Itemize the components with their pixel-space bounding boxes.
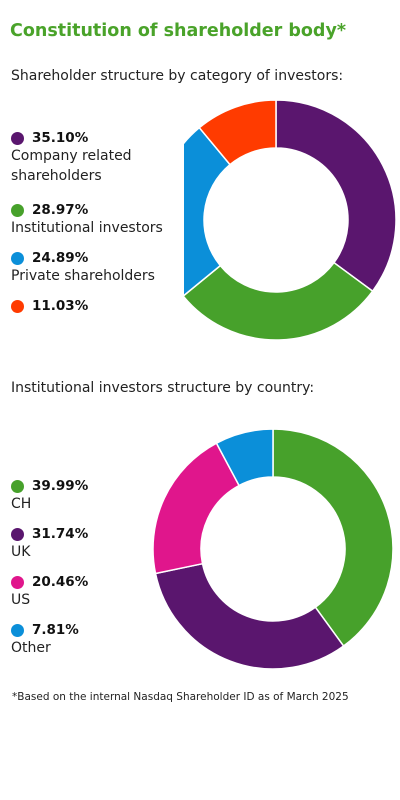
legend-dot: [11, 527, 24, 541]
donut-slice-3: [184, 126, 232, 297]
legend-label: UK: [11, 544, 31, 560]
legend-item-institutional: 28.97% Institutional investors: [11, 202, 163, 238]
legend-label-line2: shareholders: [11, 168, 102, 184]
legend-dot: [11, 623, 24, 637]
legend-value: 39.99%: [32, 478, 89, 494]
legend-value: 11.03%: [32, 298, 89, 314]
legend-item-company-related: 35.10% Company related shareholders: [11, 130, 132, 186]
donut-slice-2: [154, 562, 345, 670]
legend-dot: [11, 203, 24, 217]
legend-value: 31.74%: [32, 526, 89, 542]
donut-slice-1: [275, 99, 397, 293]
footnote: *Based on the internal Nasdaq Shareholde…: [12, 691, 349, 703]
legend-label: Private shareholders: [11, 268, 155, 284]
legend-value: 28.97%: [32, 202, 89, 218]
donut-chart-2: [152, 428, 394, 670]
legend-dot: [11, 251, 24, 265]
legend-value: 35.10%: [32, 130, 89, 146]
donut-slice-4: [215, 428, 274, 487]
donut-slice-4: [198, 99, 277, 166]
legend-label: US: [11, 592, 31, 608]
chart-2-title: Institutional investors structure by cou…: [11, 380, 315, 396]
legend-item-ch: 39.99% CH: [11, 478, 88, 514]
chart-1-title: Shareholder structure by category of inv…: [11, 68, 344, 84]
donut-slice-2: [184, 261, 374, 341]
page-title: Constitution of shareholder body*: [10, 21, 347, 41]
legend-item-private: 24.89% Private shareholders: [11, 250, 155, 286]
legend-label: CH: [11, 496, 32, 512]
legend-value: 20.46%: [32, 574, 89, 590]
legend-dot: [11, 479, 24, 493]
legend-dot: [11, 131, 24, 145]
legend-label: Company related: [11, 148, 132, 164]
legend-dot: [11, 299, 24, 313]
legend-label: Institutional investors: [11, 220, 163, 236]
legend-value: 24.89%: [32, 250, 89, 266]
legend-item-fourth: 11.03%: [11, 298, 88, 314]
donut-slice-1: [272, 428, 394, 648]
legend-item-uk: 31.74% UK: [11, 526, 88, 562]
legend-item-other: 7.81% Other: [11, 622, 79, 658]
donut-chart-1: [184, 99, 397, 341]
legend-item-us: 20.46% US: [11, 574, 88, 610]
legend-label: Other: [11, 640, 51, 656]
legend-value: 7.81%: [32, 622, 79, 638]
legend-dot: [11, 575, 24, 589]
